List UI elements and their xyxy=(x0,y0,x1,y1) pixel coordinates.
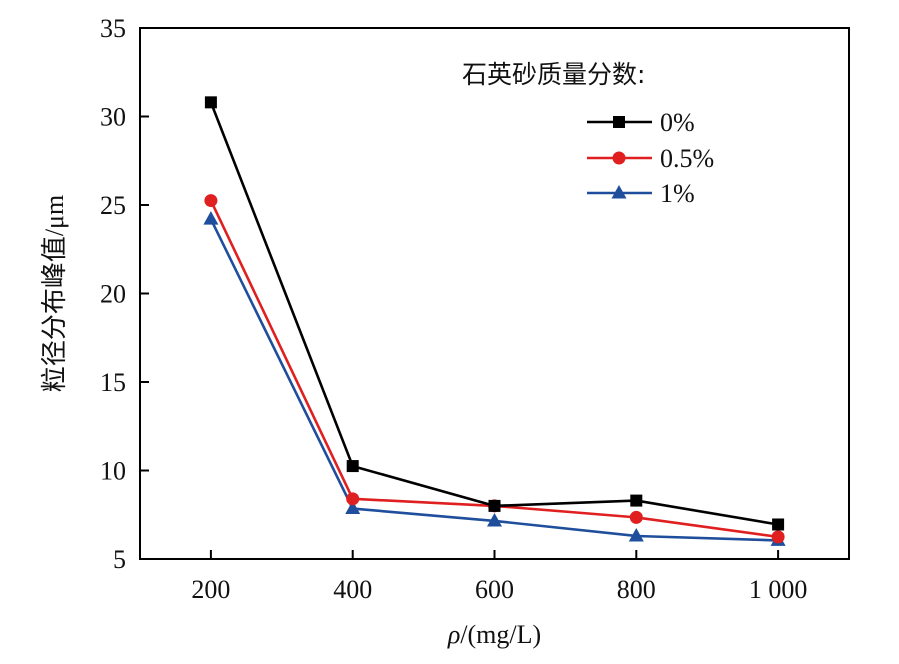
data-point xyxy=(488,499,501,512)
x-tick-label: 1 000 xyxy=(749,575,808,604)
x-tick-label: 800 xyxy=(617,575,656,604)
data-point xyxy=(487,512,502,527)
legend: 0% 0.5% 1% xyxy=(587,108,714,208)
data-point xyxy=(203,211,219,225)
legend-marker xyxy=(611,185,627,199)
data-point xyxy=(771,530,785,544)
y-tick-label: 20 xyxy=(100,280,126,309)
data-point xyxy=(346,460,359,473)
data-point xyxy=(630,494,643,507)
data-point xyxy=(629,510,643,524)
data-point xyxy=(204,194,218,208)
series-layer xyxy=(203,96,786,546)
legend-marker xyxy=(613,116,625,128)
legend-label: 0% xyxy=(660,108,695,137)
x-tick-label: 200 xyxy=(191,575,230,604)
legend-title: 石英砂质量分数: xyxy=(462,60,645,89)
legend-label: 1% xyxy=(660,179,695,208)
data-point xyxy=(772,518,785,531)
data-point xyxy=(204,96,217,109)
x-axis-variable: ρ xyxy=(447,620,460,649)
legend-marker xyxy=(612,151,626,165)
y-tick-label: 30 xyxy=(100,103,126,132)
y-tick-label: 5 xyxy=(113,545,126,574)
series-line xyxy=(209,200,779,539)
plot-frame xyxy=(139,27,850,560)
x-tick-label: 600 xyxy=(475,575,514,604)
x-axis-title: ρ/(mg/L) xyxy=(447,620,541,649)
y-axis-title: 粒径分布峰值/μm xyxy=(40,195,69,392)
y-tick-label: 10 xyxy=(100,457,126,486)
y-tick-label: 15 xyxy=(100,368,126,397)
y-tick-label: 25 xyxy=(100,191,126,220)
data-point xyxy=(628,527,644,542)
legend-label: 0.5% xyxy=(660,144,714,173)
y-tick-label: 35 xyxy=(100,14,126,43)
x-tick-label: 400 xyxy=(333,575,372,604)
x-axis-unit: /(mg/L) xyxy=(460,620,541,649)
data-point xyxy=(346,492,360,506)
data-point xyxy=(345,500,361,515)
